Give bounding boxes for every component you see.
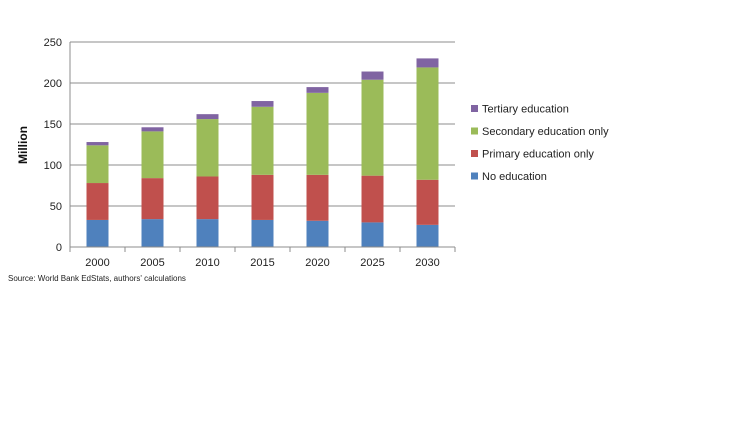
- bar-segment-secondary-education-only: [416, 67, 439, 180]
- x-tick-label: 2015: [250, 257, 274, 269]
- bar-segment-no-education: [416, 224, 439, 247]
- bar-segment-tertiary-education: [86, 142, 109, 146]
- bar-segment-secondary-education-only: [141, 131, 164, 179]
- x-tick-label: 2030: [415, 257, 439, 269]
- x-tick-label: 2025: [360, 257, 384, 269]
- bar-segment-secondary-education-only: [251, 106, 274, 175]
- y-axis-label: Million: [16, 126, 30, 164]
- bar-segment-tertiary-education: [416, 58, 439, 68]
- bar-segment-secondary-education-only: [361, 79, 384, 176]
- x-tick-labels: 2000 2005 2010 2015 2020 2025 2030: [85, 257, 439, 269]
- source-note: Source: World Bank EdStats, authors' cal…: [8, 274, 186, 283]
- bar-segment-no-education: [141, 219, 164, 247]
- legend-swatch: [471, 127, 478, 135]
- y-tick-label: 100: [44, 160, 62, 172]
- bar-segment-tertiary-education: [251, 101, 274, 107]
- bars: [86, 58, 439, 247]
- bar-segment-primary-education-only: [141, 178, 164, 220]
- x-tick-label: 2005: [140, 257, 164, 269]
- bar-segment-no-education: [306, 220, 329, 247]
- bar-segment-primary-education-only: [306, 174, 329, 221]
- bar-segment-tertiary-education: [141, 127, 164, 132]
- bar-segment-primary-education-only: [86, 183, 109, 220]
- bar-segment-secondary-education-only: [306, 92, 329, 175]
- legend-swatch: [471, 172, 478, 180]
- legend: Tertiary education Secondary education on…: [471, 104, 609, 183]
- y-tick-label: 0: [56, 242, 62, 254]
- legend-swatch: [471, 150, 478, 157]
- bar-segment-no-education: [196, 219, 219, 247]
- bar-segment-primary-education-only: [251, 174, 274, 220]
- legend-label: No education: [482, 171, 547, 183]
- legend-label: Secondary education only: [482, 126, 609, 138]
- legend-label: Primary education only: [482, 149, 594, 161]
- bar-segment-secondary-education-only: [196, 119, 219, 177]
- bar-segment-primary-education-only: [416, 179, 439, 225]
- bar-segment-tertiary-education: [196, 114, 219, 120]
- x-tick-label: 2000: [85, 257, 109, 269]
- bar-segment-primary-education-only: [361, 175, 384, 223]
- y-tick-label: 200: [44, 78, 62, 90]
- bar-segment-no-education: [86, 219, 109, 247]
- y-tick-label: 50: [50, 201, 62, 213]
- bar-segment-no-education: [361, 222, 384, 247]
- bar-segment-no-education: [251, 219, 274, 247]
- bar-segment-primary-education-only: [196, 176, 219, 220]
- bar-segment-tertiary-education: [361, 71, 384, 80]
- y-tick-label: 250: [44, 37, 62, 49]
- axes: [69, 42, 456, 252]
- y-tick-label: 150: [44, 119, 62, 131]
- bar-segment-tertiary-education: [306, 87, 329, 93]
- bar-segment-secondary-education-only: [86, 145, 109, 184]
- x-tick-label: 2020: [305, 257, 329, 269]
- legend-swatch: [471, 105, 478, 112]
- y-tick-labels: 0 50 100 150 200 250: [44, 37, 62, 254]
- x-tick-label: 2010: [195, 257, 219, 269]
- legend-label: Tertiary education: [482, 104, 569, 116]
